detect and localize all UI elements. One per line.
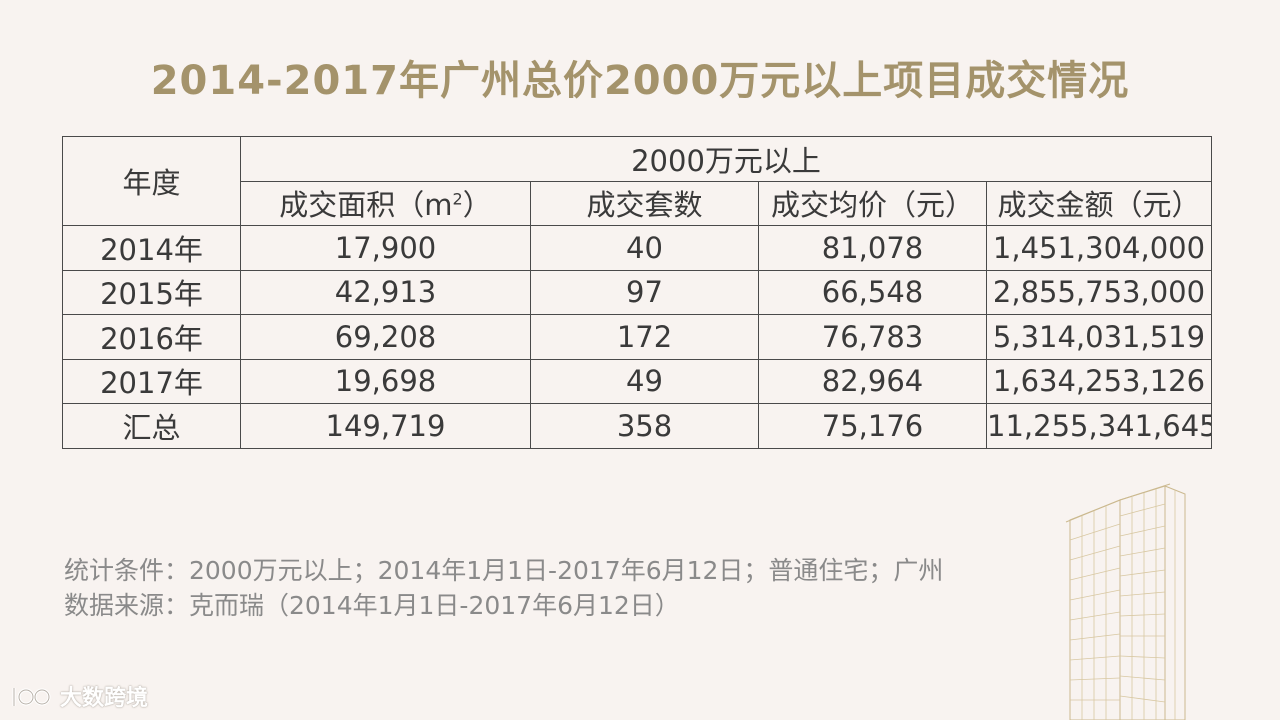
avg-price-header: 成交均价（元）: [758, 180, 987, 226]
table-header-row: 年度 2000万元以上: [62, 136, 1212, 226]
avg-price-cell: 81,078: [758, 225, 987, 271]
avg-price-cell: 66,548: [758, 269, 987, 315]
year-cell: 汇总: [62, 403, 241, 449]
year-cell: 2017年: [62, 358, 241, 404]
page-title: 2014-2017年广州总价2000万元以上项目成交情况: [150, 58, 1130, 104]
amount-cell: 5,314,031,519: [986, 314, 1212, 360]
avg-price-cell: 82,964: [758, 358, 987, 404]
area-cell: 17,900: [240, 225, 531, 271]
amount-header: 成交金额（元）: [986, 180, 1212, 226]
count-cell: 49: [530, 358, 759, 404]
count-cell: 40: [530, 225, 759, 271]
group-header: 2000万元以上: [240, 136, 1212, 182]
logo-icon: [12, 688, 51, 706]
count-cell: 172: [530, 314, 759, 360]
area-header-close: ）: [462, 188, 492, 223]
area-unit-superscript: 2: [452, 189, 463, 209]
amount-cell: 1,451,304,000: [986, 225, 1212, 271]
area-cell: 19,698: [240, 358, 531, 404]
count-cell: 358: [530, 403, 759, 449]
year-cell: 2016年: [62, 314, 241, 360]
watermark-text: 大数跨境: [60, 686, 149, 711]
table-total-row: 汇总 149,719 358 75,176 11,255,341,645: [62, 403, 1212, 449]
year-cell: 2014年: [62, 225, 241, 271]
table-row: 2014年 17,900 40 81,078 1,451,304,000: [62, 225, 1212, 271]
year-header: 年度: [62, 136, 241, 226]
amount-cell: 1,634,253,126: [986, 358, 1212, 404]
area-cell: 42,913: [240, 269, 531, 315]
year-cell: 2015年: [62, 269, 241, 315]
conditions-note: 统计条件：2000万元以上；2014年1月1日-2017年6月12日；普通住宅；…: [64, 556, 944, 585]
count-header: 成交套数: [530, 180, 759, 226]
table-row: 2017年 19,698 49 82,964 1,634,253,126: [62, 358, 1212, 404]
source-note: 数据来源：克而瑞（2014年1月1日-2017年6月12日）: [64, 591, 680, 620]
building-illustration: [1065, 483, 1186, 720]
watermark-logo: 大数跨境: [8, 681, 148, 711]
amount-cell: 11,255,341,645: [986, 403, 1212, 449]
area-cell: 69,208: [240, 314, 531, 360]
transactions-table: 年度 2000万元以上 成交面积（m2） 成交套数 成交均价（元） 成交金额（元…: [62, 136, 1212, 449]
area-header-label: 成交面积（m: [279, 188, 453, 223]
table-subheader-row: 成交面积（m2） 成交套数 成交均价（元） 成交金额（元）: [63, 180, 1212, 226]
table-row: 2015年 42,913 97 66,548 2,855,753,000: [62, 269, 1212, 315]
table-row: 2016年 69,208 172 76,783 5,314,031,519: [62, 314, 1212, 360]
count-cell: 97: [530, 269, 759, 315]
footnotes: 统计条件：2000万元以上；2014年1月1日-2017年6月12日；普通住宅；…: [64, 553, 943, 623]
avg-price-cell: 76,783: [758, 314, 987, 360]
area-cell: 149,719: [240, 403, 531, 449]
avg-price-cell: 75,176: [758, 403, 987, 449]
area-header: 成交面积（m2）: [240, 180, 531, 226]
amount-cell: 2,855,753,000: [986, 269, 1212, 315]
